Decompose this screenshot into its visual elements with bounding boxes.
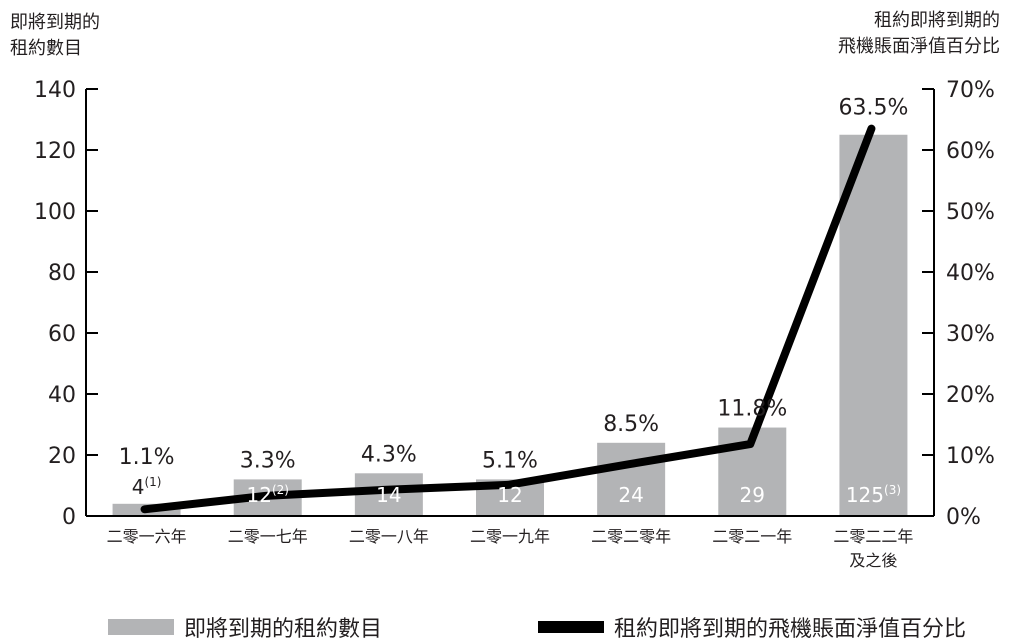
right-tick-label: 10% bbox=[946, 444, 995, 469]
bar-value-label: 14 bbox=[376, 483, 401, 507]
bar-value-label: 12(2) bbox=[246, 483, 288, 507]
right-tick-label: 50% bbox=[946, 200, 995, 225]
line-value-label: 5.1% bbox=[482, 448, 538, 473]
line-value-label: 11.8% bbox=[717, 397, 787, 422]
left-tick-label: 120 bbox=[34, 139, 76, 164]
line-value-label: 63.5% bbox=[838, 96, 908, 121]
category-label: 二零一八年 bbox=[349, 527, 429, 546]
legend-line-label: 租約即將到期的飛機賬面淨值百分比 bbox=[614, 617, 967, 642]
category-label: 二零二二年 bbox=[833, 527, 913, 546]
left-tick-label: 140 bbox=[34, 78, 76, 103]
right-tick-label: 0% bbox=[946, 505, 981, 530]
left-axis-title: 租約數目 bbox=[10, 38, 82, 59]
line-series bbox=[140, 124, 876, 514]
legend-line: 租約即將到期的飛機賬面淨值百分比 bbox=[538, 612, 966, 642]
right-axis-title: 飛機賬面淨值百分比 bbox=[838, 36, 1000, 57]
line-value-label: 8.5% bbox=[603, 412, 659, 437]
bar bbox=[597, 442, 666, 516]
line-value-label: 4.3% bbox=[361, 442, 417, 467]
legend-line-swatch bbox=[538, 621, 604, 633]
left-tick-label: 0 bbox=[62, 505, 76, 530]
line-value-label: 1.1% bbox=[119, 445, 175, 470]
category-label: 二零一九年 bbox=[470, 527, 550, 546]
left-tick-label: 40 bbox=[48, 383, 76, 408]
left-tick-label: 80 bbox=[48, 261, 76, 286]
category-label: 二零二零年 bbox=[591, 527, 671, 546]
bar-value-label: 29 bbox=[740, 483, 765, 507]
legend-bar: 即將到期的租約數目 bbox=[108, 612, 382, 642]
left-axis-title: 即將到期的 bbox=[10, 12, 100, 33]
right-tick-label: 70% bbox=[946, 78, 995, 103]
right-tick-label: 30% bbox=[946, 322, 995, 347]
left-tick-label: 100 bbox=[34, 200, 76, 225]
line-value-label: 3.3% bbox=[240, 448, 296, 473]
bar-value-label: 12 bbox=[497, 483, 522, 507]
category-label: 及之後 bbox=[849, 551, 897, 570]
right-tick-label: 60% bbox=[946, 139, 995, 164]
bar bbox=[839, 134, 908, 516]
right-tick-label: 40% bbox=[946, 261, 995, 286]
category-label: 二零一七年 bbox=[228, 527, 308, 546]
category-label: 二零一六年 bbox=[107, 527, 187, 546]
right-axis-title: 租約即將到期的 bbox=[874, 10, 1000, 31]
bar-value-label: 4(1) bbox=[132, 475, 162, 499]
legend-bar-label: 即將到期的租約數目 bbox=[184, 617, 383, 642]
right-tick-label: 20% bbox=[946, 383, 995, 408]
category-label: 二零二一年 bbox=[712, 527, 792, 546]
chart: 即將到期的租約數目租約即將到期的飛機賬面淨值百分比020406080100120… bbox=[10, 10, 1000, 570]
left-tick-label: 60 bbox=[48, 322, 76, 347]
legend-bar-swatch bbox=[108, 619, 174, 635]
left-tick-label: 20 bbox=[48, 444, 76, 469]
bar-value-label: 24 bbox=[618, 483, 643, 507]
bar-value-label: 125(3) bbox=[846, 483, 901, 507]
